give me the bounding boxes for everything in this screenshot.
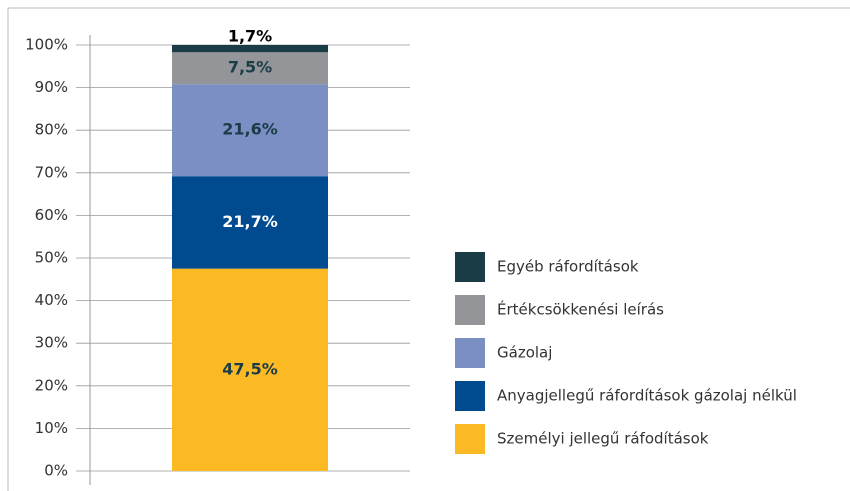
legend-label: Személyi jellegű ráfodítások: [497, 430, 709, 448]
legend-label: Gázolaj: [497, 344, 552, 362]
bar-segment: [172, 176, 328, 269]
bar-segment: [172, 52, 328, 85]
bar-segment: [172, 45, 328, 53]
y-tick-label: 10%: [35, 419, 68, 437]
data-label: 21,7%: [222, 212, 278, 231]
legend-swatch: [455, 295, 485, 325]
data-label: 1,7%: [228, 27, 272, 46]
y-tick-label: 40%: [35, 291, 68, 309]
y-tick-label: 70%: [35, 163, 68, 181]
bar-segment: [172, 84, 328, 177]
y-tick-label: 0%: [44, 462, 68, 480]
y-tick-label: 50%: [35, 249, 68, 267]
y-tick-label: 80%: [35, 121, 68, 139]
y-tick-label: 20%: [35, 376, 68, 394]
legend-label: Anyagjellegű ráfordítások gázolaj nélkül: [497, 387, 797, 405]
legend-swatch: [455, 381, 485, 411]
legend-swatch: [455, 338, 485, 368]
legend-label: Egyéb ráfordítások: [497, 258, 639, 276]
data-label: 47,5%: [222, 359, 278, 378]
y-tick-label: 90%: [35, 78, 68, 96]
y-tick-label: 100%: [25, 36, 68, 54]
y-tick-label: 30%: [35, 334, 68, 352]
legend-label: Értékcsökkenési leírás: [497, 300, 664, 319]
legend-swatch: [455, 424, 485, 454]
y-tick-label: 60%: [35, 206, 68, 224]
data-label: 21,6%: [222, 120, 278, 139]
data-label: 7,5%: [228, 58, 272, 77]
bar-segment: [172, 268, 328, 471]
legend-swatch: [455, 252, 485, 282]
